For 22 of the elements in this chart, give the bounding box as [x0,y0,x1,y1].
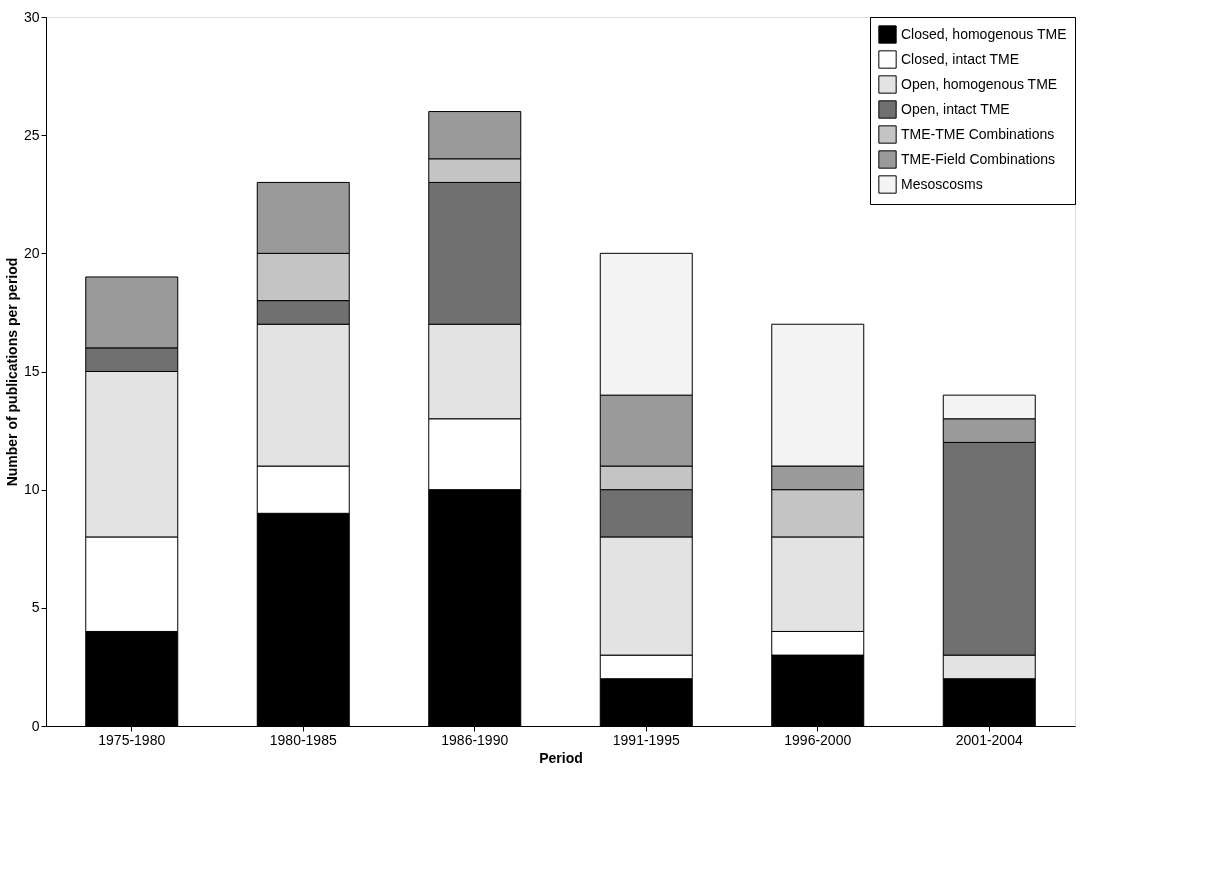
legend-label: Open, homogenous TME [901,75,1058,92]
y-tick-label: 30 [23,8,40,25]
x-tick-label: 1996-2000 [784,731,852,748]
x-tick-label: 2001-2004 [955,731,1023,748]
y-tick-label: 20 [23,244,40,261]
x-tick-label: 1991-1995 [612,731,680,748]
legend-label: Closed, intact TME [901,50,1020,67]
x-tick-label: 1986-1990 [441,731,509,748]
x-axis-title: Period [539,749,583,766]
y-tick-label: 15 [23,363,40,379]
y-tick-label: 5 [31,599,40,616]
x-tick-label: 1980-1985 [269,731,337,748]
legend-label: TME-TME Combinations [901,125,1055,142]
legend-label: Mesoscosms [901,175,983,192]
legend-label: Open, intact TME [901,100,1010,117]
legend-label: Closed, homogenous TME [901,25,1067,42]
y-tick-label: 10 [23,481,40,498]
y-tick-label: 25 [23,126,40,143]
y-tick-label: 0 [31,717,40,734]
y-axis-title: Number of publications per period [3,257,20,487]
x-tick-label: 1975-1980 [98,731,166,748]
legend-label: TME-Field Combinations [901,150,1056,167]
